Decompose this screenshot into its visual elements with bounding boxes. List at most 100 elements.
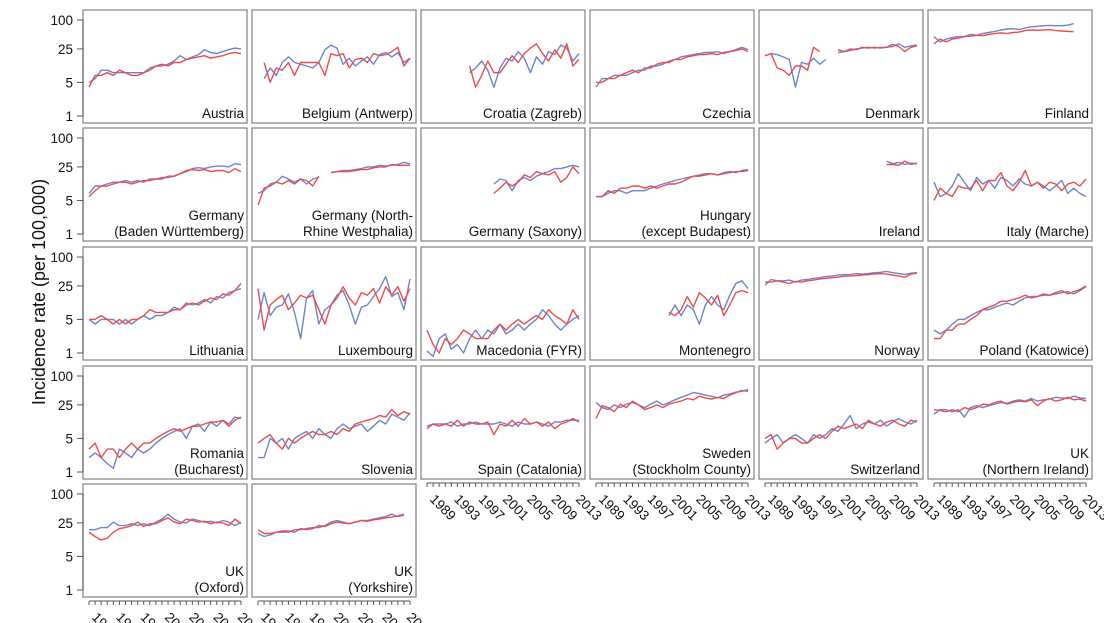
y-tick-label: 1 [65,465,73,480]
series-line-blue-belgium-antwerp [263,44,411,79]
panel-title: Lithuania [189,343,244,358]
panel-uk-oxford: UK (Oxford) [82,483,248,598]
panel-lithuania: Lithuania [82,246,248,361]
series-line-blue-denmark-1 [764,52,827,88]
series-line-red-germany-saxony [493,166,580,194]
panel-ireland: Ireland [758,127,924,242]
series-line-red-poland-katowice [934,285,1087,340]
series-line-red-italy-marche [933,169,1087,201]
panel-frame [251,9,417,124]
y-tick-label: 25 [58,398,73,413]
y-tick-label: 5 [65,312,73,327]
x-tick-label: 1989 [427,492,459,524]
x-tick-label: 2009 [887,492,919,524]
x-tick-label: 2001 [838,492,870,524]
panel-title: Switzerland [850,462,920,477]
panel-title: Germany (Saxony) [469,224,582,239]
panel-title: Luxembourg [338,343,413,358]
panel-macedonia-fyr: Macedonia (FYR) [420,246,586,361]
x-tick-label: 1997 [476,492,508,524]
panel-title: Hungary (except Budapest) [641,208,751,239]
panel-romania-bucharest: Romania (Bucharest) [82,365,248,480]
panel-title: Italy (Marche) [1006,224,1089,239]
y-tick-label: 100 [50,369,73,384]
panel-denmark: Denmark [758,9,924,124]
panel-frame [251,365,417,480]
panel-title: Czechia [702,106,751,121]
series-line-red-denmark-1 [764,46,821,77]
panel-frame [758,246,924,361]
panel-title: Croatia (Zagreb) [483,106,582,121]
panel-title: Romania (Bucharest) [174,446,244,477]
x-tick-label: 1993 [958,492,990,524]
series-line-red-czechia [596,48,749,84]
series-line-red-belgium-antwerp [263,46,411,84]
panel-uk-yorkshire: UK (Yorkshire) [251,483,417,598]
series-line-red-switzerland [764,419,918,450]
y-tick-label: 1 [65,227,73,242]
y-tick-label: 1 [65,109,73,124]
x-tick-label: 2005 [693,492,725,524]
series-line-red-austria [88,51,242,88]
series-line-blue-luxembourg [257,275,411,340]
panel-belgium-antwerp: Belgium (Antwerp) [251,9,417,124]
y-tick-label: 25 [58,279,73,294]
series-line-blue-hungary-except-budapest [596,168,749,198]
panel-frame [589,9,755,124]
y-tick-label: 5 [65,549,73,564]
panel-title: Macedonia (FYR) [476,343,582,358]
x-tick-label: 1997 [983,492,1015,524]
series-line-red-finland [933,28,1074,45]
panel-title: UK (Yorkshire) [348,564,413,595]
series-line-red-slovenia [257,408,411,450]
x-tick-label: 1993 [620,492,652,524]
x-tick-label: 2009 [549,492,581,524]
y-tick-label: 100 [50,250,73,265]
panel-title: Montenegro [679,343,751,358]
x-tick-label: 2013 [742,492,774,524]
y-tick-label: 1 [65,583,73,598]
x-tick-label: 1993 [451,492,483,524]
panel-frame [589,365,755,480]
series-line-blue-uk-yorkshire [257,513,405,538]
panel-luxembourg: Luxembourg [251,246,417,361]
panel-sweden-stockholm-county: Sweden (Stockholm County) [589,365,755,480]
panel-grid: Austria Belgium (Antwerp) Croatia (Zagreb)… [82,9,1093,598]
series-line-red-germany-north-rhine-westphalia-1 [257,175,320,206]
y-axis-row-1: 1 5 25 100 [50,13,84,124]
x-tick-label: 2005 [524,492,556,524]
x-tick-label: 2001 [669,492,701,524]
y-axes: 1 5 25 100 1 5 25 100 1 5 25 100 1 5 25 100 1 5 25 100 [50,13,84,598]
panel-italy-marche: Italy (Marche) [927,127,1093,242]
y-axis-row-3: 1 5 25 100 [50,250,84,361]
panel-title: Denmark [865,106,920,121]
y-tick-label: 5 [65,431,73,446]
panel-frame [82,9,248,124]
panel-title: Austria [202,106,245,121]
series-line-red-lithuania [89,283,242,325]
y-tick-label: 5 [65,75,73,90]
panel-frame [251,483,417,598]
x-tick-label: 2013 [911,492,943,524]
panel-frame [927,365,1093,480]
panel-finland: Finland [927,9,1093,124]
y-axis-label: Incidence rate (per 100,000) [29,179,49,405]
series-line-blue-romania-bucharest [88,416,242,469]
panel-title: UK (Oxford) [194,564,244,595]
x-tick-label: 2013 [573,492,605,524]
series-line-blue-lithuania [88,287,242,325]
series-line-blue-macedonia-fyr [426,309,580,358]
panel-hungary-except-budapest: Hungary (except Budapest) [589,127,755,242]
y-tick-label: 100 [50,13,73,28]
y-axis-row-5: 1 5 25 100 [50,487,84,598]
series-line-blue-sweden-stockholm-county [595,388,749,411]
panel-montenegro: Montenegro [589,246,755,361]
y-tick-label: 100 [50,487,73,502]
panel-title: Germany (Baden Württemberg) [114,208,244,239]
series-line-blue-spain-catalonia [426,419,579,427]
